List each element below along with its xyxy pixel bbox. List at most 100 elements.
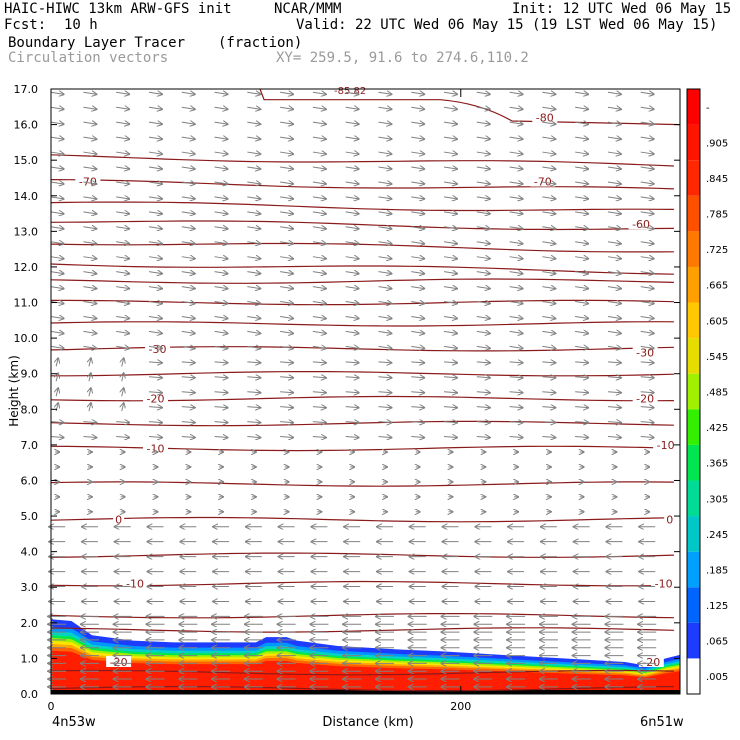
isotherm-line — [50, 179, 674, 190]
wind-vector — [640, 316, 654, 318]
wind-vector — [378, 182, 391, 184]
wind-vector — [83, 107, 96, 109]
wind-vector — [116, 346, 129, 348]
wind-vector — [247, 197, 260, 199]
wind-vector — [181, 302, 195, 304]
field-units: (fraction) — [218, 35, 303, 51]
wind-vector — [378, 407, 391, 408]
colorbar-label: .905 — [706, 138, 728, 149]
wind-vector — [378, 107, 391, 109]
wind-vector — [116, 242, 129, 244]
wind-vector — [542, 257, 555, 259]
contour-label: -10 — [147, 442, 165, 455]
contour-label: -70 — [79, 176, 97, 189]
wind-vector — [542, 302, 555, 304]
wind-vector — [411, 302, 424, 304]
wind-vector — [214, 422, 228, 423]
y-tick-label: 1.0 — [21, 652, 39, 665]
wind-vector — [312, 92, 326, 94]
wind-vector — [443, 152, 457, 154]
wind-vector — [280, 437, 293, 438]
wind-vector — [148, 316, 162, 318]
contour-label: -60 — [632, 218, 650, 231]
wind-vector — [280, 152, 293, 154]
wind-vector — [443, 407, 457, 408]
colorbar-label: .485 — [706, 388, 728, 399]
wind-vector — [640, 272, 654, 274]
wind-vector — [50, 257, 64, 259]
wind-vector — [148, 227, 162, 229]
wind-vector — [575, 137, 588, 139]
wind-vector — [443, 272, 457, 274]
x-left-endpoint: 4n53w — [52, 715, 96, 730]
wind-vector — [378, 137, 391, 139]
wind-vector — [640, 107, 654, 109]
wind-vector — [443, 92, 457, 94]
wind-vector — [83, 257, 96, 259]
wind-vector — [312, 152, 326, 154]
wind-vector — [509, 167, 523, 169]
wind-vector — [214, 377, 228, 378]
wind-vector — [148, 92, 162, 94]
isotherm-line-upper — [259, 88, 681, 126]
wind-vector — [247, 407, 260, 408]
wind-vector — [247, 152, 260, 154]
wind-vector — [181, 346, 195, 348]
wind-vector — [411, 392, 424, 393]
isotherm-line — [51, 299, 674, 306]
wind-vector — [607, 92, 621, 94]
wind-vector — [116, 212, 129, 214]
wind-vector — [312, 422, 326, 423]
y-tick-label: 13.0 — [14, 225, 39, 238]
wind-vector — [181, 316, 195, 318]
wind-vector — [575, 302, 588, 304]
wind-vector — [181, 227, 195, 229]
isotherm-line — [50, 220, 674, 231]
wind-vector — [542, 137, 555, 139]
wind-vector — [542, 287, 555, 289]
wind-vector — [247, 137, 260, 139]
wind-vector — [148, 167, 162, 169]
institution-label: NCAR/MMM — [274, 1, 342, 17]
wind-vector — [542, 392, 555, 393]
y-tick-label: 3.0 — [21, 581, 39, 594]
colorbar-label: .365 — [706, 459, 728, 470]
wind-vector — [411, 167, 424, 169]
wind-vector — [214, 362, 228, 363]
colorbar-label: .245 — [706, 530, 728, 541]
wind-vector — [345, 437, 359, 438]
wind-vector — [607, 197, 621, 199]
wind-vector — [411, 227, 424, 229]
wind-vector — [575, 257, 588, 259]
wind-vector — [575, 272, 588, 274]
wind-vector — [345, 422, 359, 423]
wind-vector — [312, 122, 326, 124]
wind-vector — [50, 137, 64, 139]
x-tick-label: 200 — [450, 700, 471, 713]
wind-vector — [607, 437, 621, 438]
wind-vector — [640, 331, 654, 333]
wind-vector — [542, 422, 555, 423]
wind-vector — [443, 167, 457, 169]
wind-vector — [312, 377, 326, 378]
wind-vector — [640, 167, 654, 169]
wind-vector — [640, 212, 654, 214]
valid-time: Valid: 22 UTC Wed 06 May 15 (19 LST Wed … — [296, 17, 718, 33]
y-tick-label: 9.0 — [21, 368, 39, 381]
wind-vector — [542, 212, 555, 214]
wind-vector — [280, 287, 293, 289]
colorbar-label: .725 — [706, 245, 728, 256]
wind-vector — [378, 422, 391, 423]
wind-vector — [509, 377, 523, 378]
colorbar-segment — [687, 551, 700, 588]
wind-vector — [214, 197, 228, 199]
wind-vector — [575, 422, 588, 423]
wind-vector — [280, 331, 293, 333]
contour-label: 0 — [666, 514, 673, 527]
wind-vector — [247, 422, 260, 423]
wind-vector — [509, 392, 523, 393]
wind-vector — [542, 437, 555, 438]
wind-vector — [345, 182, 359, 184]
contour-label: -30 — [149, 343, 167, 356]
wind-vector — [181, 122, 195, 124]
